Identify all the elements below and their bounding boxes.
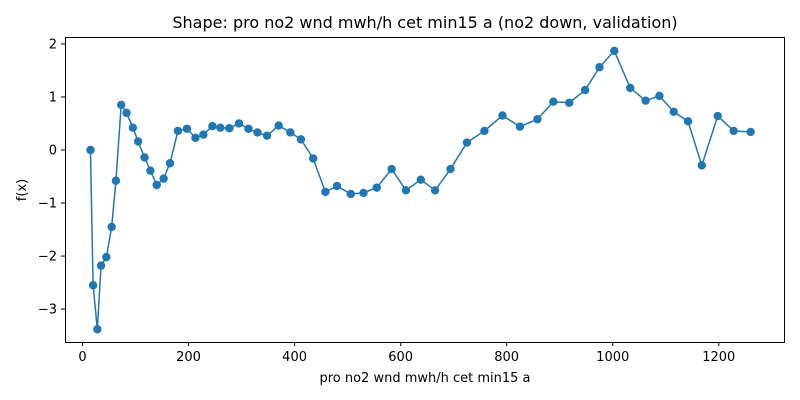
data-point <box>165 159 175 168</box>
data-point <box>430 186 440 195</box>
x-axis-label: pro no2 wnd mwh/h cet min15 a <box>319 371 530 386</box>
data-point <box>199 130 208 139</box>
data-point <box>93 325 102 334</box>
data-point <box>401 186 411 195</box>
data-point <box>610 46 619 55</box>
data-point <box>549 97 558 106</box>
data-point <box>626 83 635 93</box>
x-tick-label: 1000 <box>596 350 629 365</box>
y-tick-label: 1 <box>49 90 57 105</box>
data-point <box>128 123 138 132</box>
data-point <box>111 176 121 185</box>
y-axis-label: f(x) <box>15 179 30 201</box>
data-point <box>372 183 381 192</box>
data-point <box>655 91 664 101</box>
chart-title: Shape: pro no2 wnd mwh/h cet min15 a (no… <box>172 13 677 32</box>
data-point <box>697 161 707 170</box>
data-point <box>359 188 368 198</box>
data-point <box>446 164 455 174</box>
data-point <box>321 187 330 197</box>
data-point <box>580 85 590 95</box>
x-tick-label: 1200 <box>702 350 735 365</box>
x-tick-label: 0 <box>78 350 86 365</box>
axis-ticks: 0 200 400 600 800 1000 1200 −3 −2 −1 0 1 2 <box>38 37 735 365</box>
x-tick-label: 600 <box>388 350 413 365</box>
series-group <box>86 46 755 334</box>
data-point <box>498 111 507 120</box>
data-point <box>274 121 283 130</box>
data-point <box>225 124 234 133</box>
plot-frame <box>65 37 785 343</box>
data-point <box>173 126 183 136</box>
data-point <box>122 108 131 118</box>
x-tick-label: 400 <box>282 350 307 365</box>
data-point <box>416 175 425 184</box>
data-point <box>387 164 396 174</box>
data-point <box>533 115 542 124</box>
data-point <box>515 122 525 131</box>
data-point <box>286 128 295 137</box>
data-point <box>86 145 95 155</box>
data-point <box>216 123 225 132</box>
y-tick-label: −1 <box>38 197 57 212</box>
data-point <box>146 166 155 175</box>
data-point <box>133 137 143 146</box>
data-point <box>296 135 306 144</box>
y-tick-label: 2 <box>49 37 57 52</box>
data-point <box>159 174 168 183</box>
data-point <box>117 100 126 110</box>
data-point <box>96 261 106 270</box>
data-point <box>480 126 489 136</box>
data-point <box>152 180 161 190</box>
data-point <box>462 138 472 147</box>
data-point <box>641 96 650 105</box>
data-point <box>308 154 318 163</box>
data-point <box>746 127 755 137</box>
data-point <box>88 281 98 290</box>
data-point <box>713 111 722 121</box>
x-tick-label: 200 <box>176 350 201 365</box>
data-point <box>332 181 342 191</box>
data-point <box>234 119 244 128</box>
y-tick-label: −3 <box>38 303 57 318</box>
data-point <box>107 222 116 232</box>
data-point <box>669 107 678 116</box>
y-tick-label: 0 <box>49 143 57 158</box>
series-line <box>89 50 751 331</box>
y-tick-label: −2 <box>38 250 57 265</box>
data-point <box>565 98 574 107</box>
data-point <box>262 131 272 140</box>
data-point <box>683 117 693 126</box>
x-tick-label: 800 <box>494 350 519 365</box>
data-point <box>346 189 355 199</box>
data-point <box>182 124 192 133</box>
data-point <box>595 63 604 72</box>
data-point <box>140 153 149 162</box>
data-point <box>102 252 111 262</box>
data-point <box>191 133 200 142</box>
data-point <box>729 126 738 136</box>
data-point <box>208 121 217 131</box>
data-point <box>253 128 262 137</box>
data-point <box>244 124 253 133</box>
